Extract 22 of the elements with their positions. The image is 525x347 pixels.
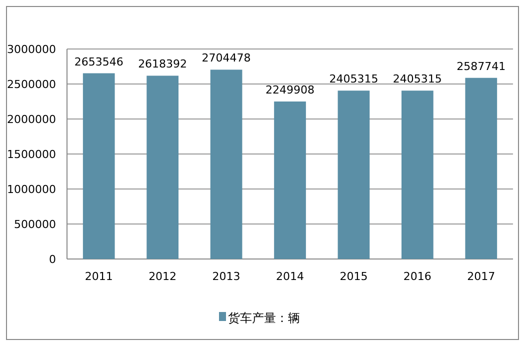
data-label: 2405315 (329, 72, 378, 86)
y-tick-label: 2000000 (7, 113, 56, 126)
data-label: 2405315 (392, 72, 442, 86)
legend-label: 货车产量：辆 (228, 311, 300, 325)
x-tick-label: 2011 (84, 270, 113, 283)
y-tick-label: 3000000 (7, 43, 56, 56)
x-tick-label: 2014 (276, 270, 304, 283)
data-label: 2618392 (138, 58, 188, 71)
y-tick-label: 1000000 (7, 183, 56, 196)
x-tick-label: 2012 (148, 270, 177, 283)
x-tick-label: 2016 (403, 270, 432, 283)
data-label: 2249908 (266, 84, 314, 97)
x-tick-label: 2015 (340, 270, 368, 283)
y-tick-label: 1500000 (7, 148, 56, 161)
y-tick-label: 0 (49, 253, 56, 266)
data-label: 2653546 (74, 55, 124, 68)
y-tick-label: 500000 (14, 218, 56, 231)
x-tick-label: 2017 (467, 270, 496, 283)
x-tick-label: 2013 (212, 270, 240, 283)
y-tick-label: 2500000 (7, 78, 56, 91)
data-label: 2704478 (202, 52, 251, 65)
data-label: 2587741 (456, 60, 506, 73)
